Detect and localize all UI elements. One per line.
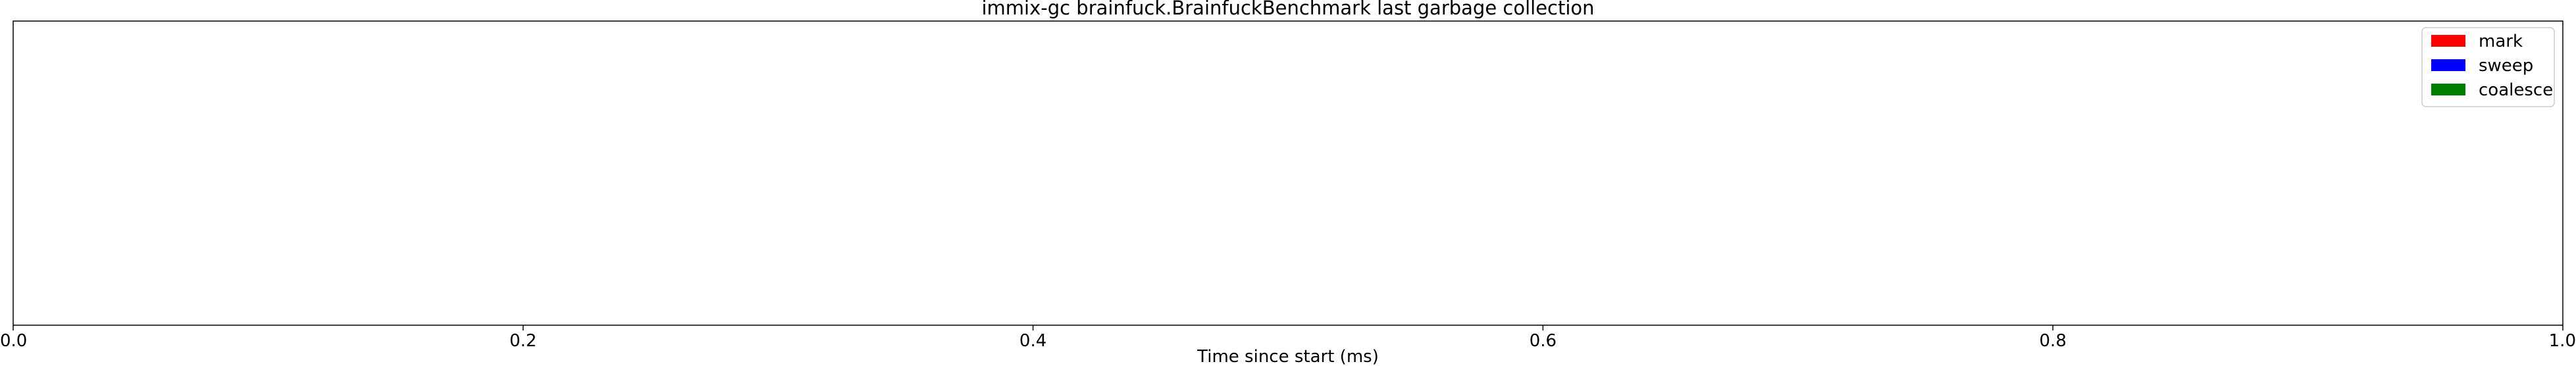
x-tick-label: 0.2	[509, 331, 536, 351]
legend-swatch-mark	[2431, 35, 2465, 47]
x-tick-label: 1.0	[2549, 331, 2576, 351]
chart-title: immix-gc brainfuck.BrainfuckBenchmark la…	[981, 0, 1594, 19]
legend-label-sweep: sweep	[2479, 56, 2533, 76]
x-tick-label: 0.4	[1019, 331, 1046, 351]
legend-label-mark: mark	[2479, 32, 2523, 51]
x-axis-label: Time since start (ms)	[1197, 347, 1379, 366]
x-tick-label: 0.0	[0, 331, 27, 351]
plot-area	[13, 20, 2563, 326]
x-ticks: 0.0 0.2 0.4 0.6 0.8 1.0	[0, 325, 2576, 351]
x-tick-label: 0.6	[1530, 331, 1557, 351]
legend-label-coalesce: coalesce	[2479, 80, 2553, 100]
legend: mark sweep coalesce	[2421, 27, 2555, 107]
legend-swatch-coalesce	[2431, 84, 2465, 95]
x-tick-label: 0.8	[2040, 331, 2067, 351]
legend-swatch-sweep	[2431, 59, 2465, 71]
